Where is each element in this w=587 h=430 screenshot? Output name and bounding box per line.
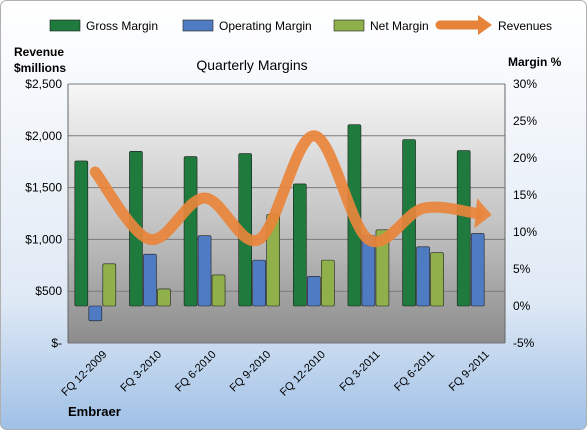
right-tick-label: 10% [513, 225, 537, 239]
revenue-line [89, 130, 492, 248]
right-tick-label: 20% [513, 151, 537, 165]
bar-operating-margin [88, 305, 103, 322]
bar-net-margin [157, 288, 171, 307]
bar-net-margin [375, 229, 390, 307]
legend-label-gross-margin: Gross Margin [86, 19, 158, 33]
legend-arrow-revenues [478, 15, 492, 35]
right-tick-label: 30% [513, 77, 537, 91]
bar-operating-margin [416, 246, 430, 307]
grid-lines [68, 83, 505, 344]
left-tick-label: $2,000 [25, 129, 62, 143]
left-tick-label: $1,500 [25, 181, 62, 195]
legend-label-operating-margin: Operating Margin [219, 19, 312, 33]
bar-operating-margin [197, 235, 212, 307]
bar-operating-margin [143, 253, 157, 307]
left-tick-label: $1,000 [25, 232, 62, 246]
legend-label-revenues: Revenues [498, 19, 552, 33]
bar-operating-margin [252, 259, 266, 307]
company-label: Embraer [68, 404, 121, 419]
right-tick-label: 15% [513, 188, 537, 202]
bar-net-margin [321, 259, 335, 307]
legend-swatch-operating-margin [182, 19, 214, 32]
revenue-line-arrowhead [474, 198, 492, 229]
right-tick-label: 0% [513, 299, 531, 313]
right-axis-label: Margin % [508, 55, 562, 69]
left-tick-label: $500 [35, 284, 62, 298]
right-tick-label: 5% [513, 262, 531, 276]
bar-operating-margin [307, 276, 321, 307]
bar-gross-margin [183, 156, 198, 307]
bar-operating-margin [470, 233, 485, 307]
chart-title: Quarterly Margins [196, 57, 307, 73]
left-axis-label-line2: $millions [14, 61, 66, 75]
right-tick-label: -5% [513, 336, 535, 350]
revenue-line-path [89, 130, 484, 248]
legend-swatch-net-margin [333, 19, 365, 32]
bar-gross-margin [74, 160, 89, 307]
bar-gross-margin [293, 183, 307, 307]
bar-net-margin [430, 252, 444, 307]
left-tick-label: $2,500 [25, 77, 62, 91]
right-tick-label: 25% [513, 114, 537, 128]
left-tick-label: $- [51, 336, 62, 350]
legend-swatch-gross-margin [49, 19, 81, 32]
bar-net-margin [102, 263, 117, 307]
bar-gross-margin [456, 150, 471, 307]
left-axis-label-line1: Revenue [14, 45, 64, 59]
legend-label-net-margin: Net Margin [370, 19, 429, 33]
legend: Gross Margin Operating Margin Net Margin Re… [49, 15, 552, 35]
bar-net-margin [211, 274, 226, 307]
